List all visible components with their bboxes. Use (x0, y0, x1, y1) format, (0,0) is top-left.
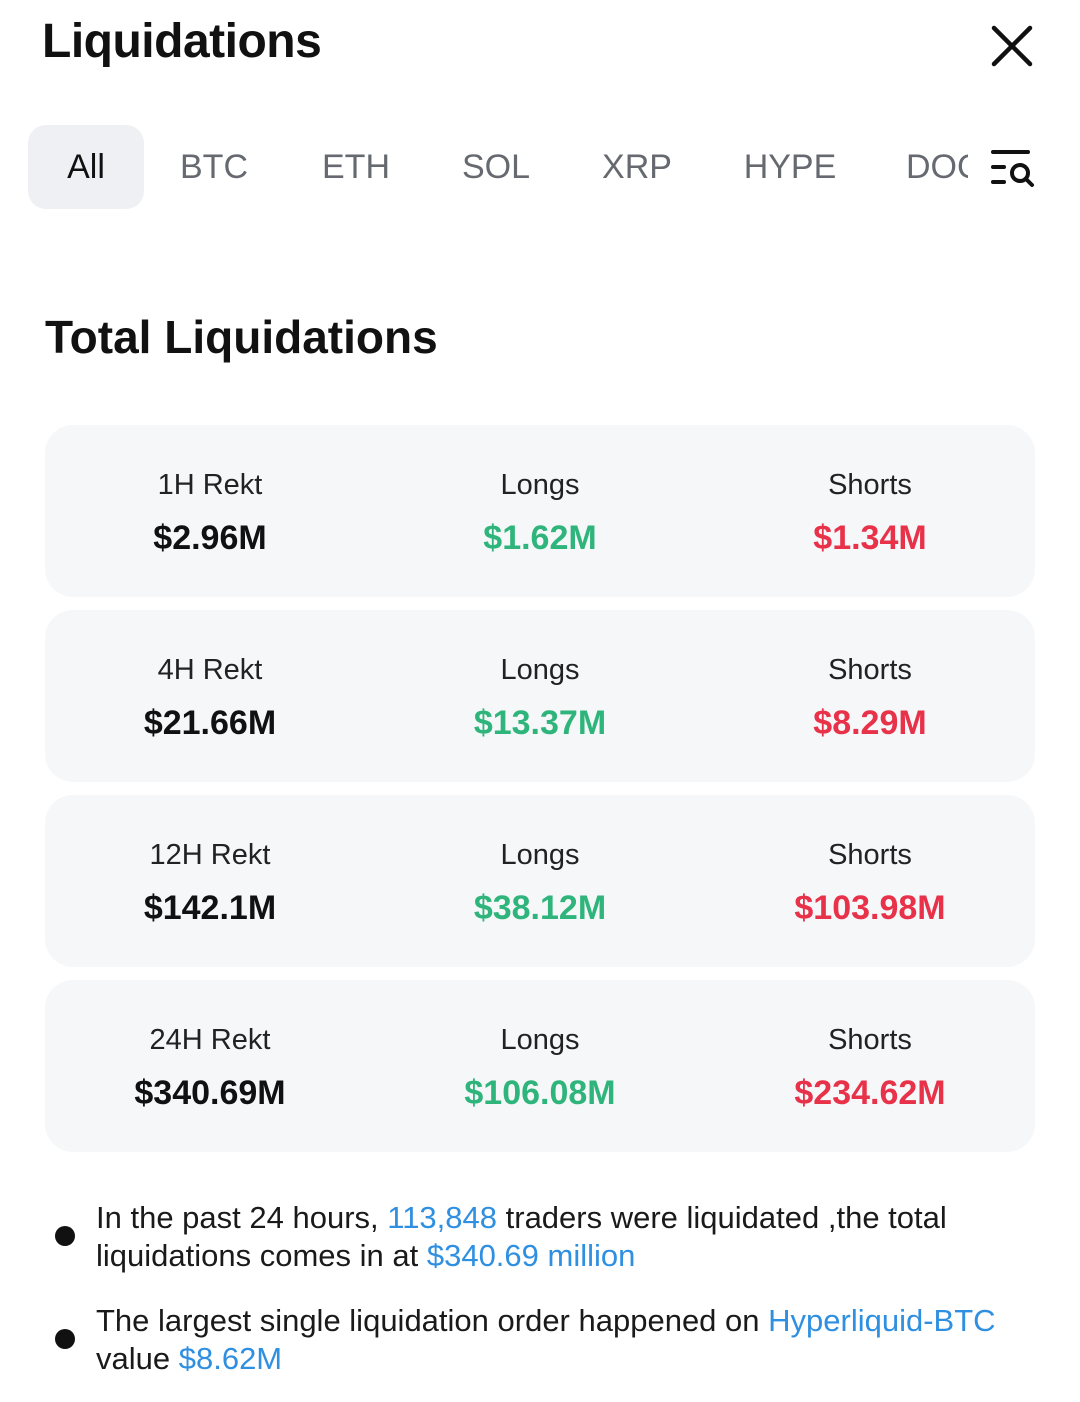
rekt-total: 12H Rekt $142.1M (45, 795, 375, 967)
tab-sol[interactable]: SOL (461, 147, 531, 186)
longs-label: Longs (500, 654, 580, 686)
rekt-longs: Longs $13.37M (375, 610, 705, 782)
total-value: $21.66M (143, 704, 277, 742)
longs-value: $106.08M (464, 1074, 616, 1112)
shorts-value: $1.34M (813, 519, 927, 557)
period-label: 12H Rekt (149, 839, 271, 871)
note-text: In the past 24 hours, (96, 1200, 388, 1235)
shorts-label: Shorts (828, 469, 912, 501)
rekt-longs: Longs $38.12M (375, 795, 705, 967)
rekt-longs: Longs $106.08M (375, 980, 705, 1152)
rekt-total: 24H Rekt $340.69M (45, 980, 375, 1152)
tab-all[interactable]: All (28, 125, 144, 209)
close-button[interactable] (986, 22, 1038, 70)
bullet-icon (55, 1329, 75, 1349)
shorts-value: $8.29M (813, 704, 927, 742)
filter-search-button[interactable] (990, 148, 1036, 188)
rekt-total: 1H Rekt $2.96M (45, 425, 375, 597)
longs-label: Longs (500, 469, 580, 501)
period-label: 1H Rekt (157, 469, 263, 501)
total-value: $2.96M (153, 519, 267, 557)
rekt-total: 4H Rekt $21.66M (45, 610, 375, 782)
rekt-card-1h: 1H Rekt $2.96M Longs $1.62M Shorts $1.34… (45, 425, 1035, 597)
shorts-value: $234.62M (794, 1074, 946, 1112)
note-text: traders were liquidated ,the total liqui… (96, 1200, 947, 1273)
longs-value: $1.62M (483, 519, 597, 557)
shorts-label: Shorts (828, 839, 912, 871)
section-title: Total Liquidations (45, 311, 438, 363)
rekt-card-4h: 4H Rekt $21.66M Longs $13.37M Shorts $8.… (45, 610, 1035, 782)
coin-tabs: All BTC ETH SOL XRP HYPE DOGE (28, 125, 968, 209)
shorts-label: Shorts (828, 1024, 912, 1056)
note-text: The largest single liquidation order hap… (96, 1303, 769, 1338)
total-value: $142.1M (143, 889, 277, 927)
total-value: $340.69M (134, 1074, 286, 1112)
note-24h-summary: In the past 24 hours, 113,848 traders we… (96, 1199, 1036, 1275)
rekt-card-24h: 24H Rekt $340.69M Longs $106.08M Shorts … (45, 980, 1035, 1152)
close-icon (991, 25, 1033, 67)
note-text: value (96, 1341, 179, 1376)
largest-value: $8.62M (178, 1341, 283, 1376)
tab-xrp[interactable]: XRP (602, 147, 672, 186)
pair-link[interactable]: Hyperliquid-BTC (768, 1303, 996, 1338)
bullet-icon (55, 1226, 75, 1246)
rekt-shorts: Shorts $103.98M (705, 795, 1035, 967)
longs-value: $38.12M (473, 889, 607, 927)
tab-doge[interactable]: DOGE (906, 147, 968, 186)
rekt-longs: Longs $1.62M (375, 425, 705, 597)
shorts-value: $103.98M (794, 889, 946, 927)
longs-value: $13.37M (473, 704, 607, 742)
rekt-shorts: Shorts $1.34M (705, 425, 1035, 597)
filter-search-icon (991, 150, 1034, 187)
longs-label: Longs (500, 1024, 580, 1056)
total-amount: $340.69 million (426, 1238, 636, 1273)
tab-hype[interactable]: HYPE (743, 147, 837, 186)
note-largest-order: The largest single liquidation order hap… (96, 1302, 1036, 1378)
rekt-card-12h: 12H Rekt $142.1M Longs $38.12M Shorts $1… (45, 795, 1035, 967)
shorts-label: Shorts (828, 654, 912, 686)
traders-count: 113,848 (387, 1200, 498, 1235)
longs-label: Longs (500, 839, 580, 871)
rekt-shorts: Shorts $8.29M (705, 610, 1035, 782)
page-title: Liquidations (42, 15, 322, 68)
tab-btc[interactable]: BTC (180, 147, 248, 186)
period-label: 4H Rekt (157, 654, 263, 686)
tab-eth[interactable]: ETH (322, 147, 390, 186)
rekt-shorts: Shorts $234.62M (705, 980, 1035, 1152)
period-label: 24H Rekt (149, 1024, 271, 1056)
